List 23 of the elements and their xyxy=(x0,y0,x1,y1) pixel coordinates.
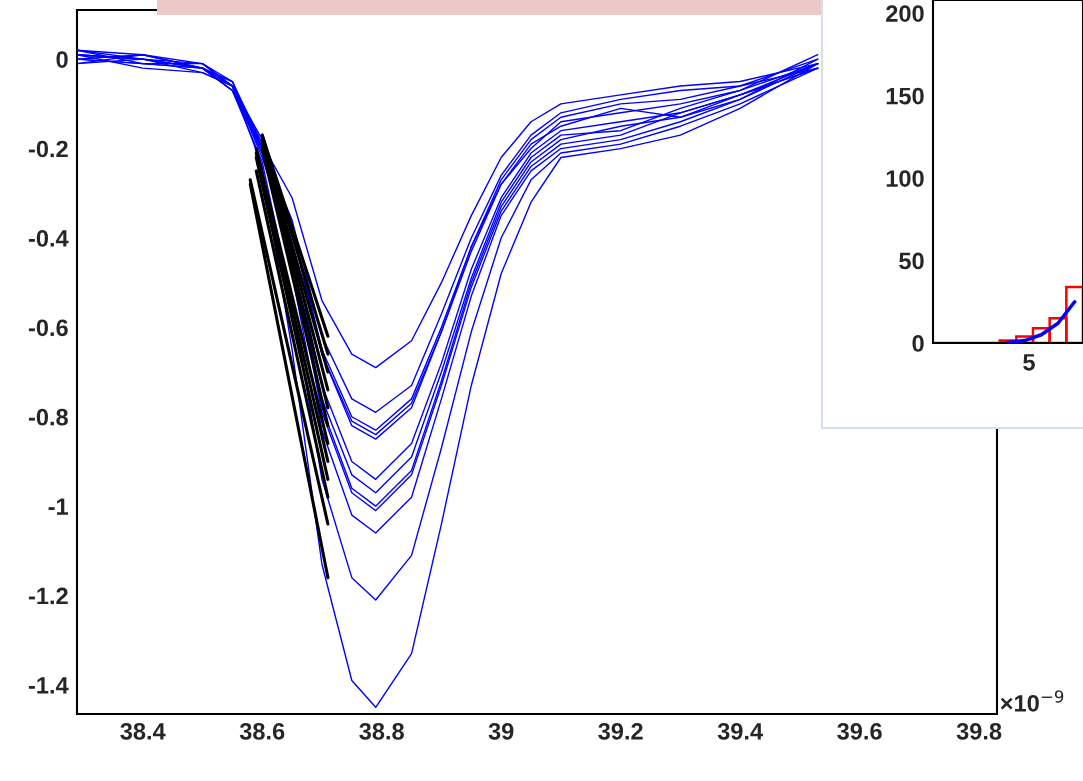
text: ×10$^{−9}$ xyxy=(1000,690,1064,712)
y-tick-label: 100 xyxy=(886,170,924,187)
y-tick-label: 0 xyxy=(56,51,68,68)
x-tick-label: 39.4 xyxy=(717,722,763,740)
x-tick-label: 39.6 xyxy=(837,722,882,740)
y-tick-label: 50 xyxy=(899,252,924,270)
y-tick-label: 0 xyxy=(912,335,924,352)
y-tick-label: -0.8 xyxy=(28,408,68,426)
y-tick-label: -1.2 xyxy=(28,587,68,605)
y-tick-label: 150 xyxy=(886,87,924,105)
x-tick-label: 38.6 xyxy=(239,722,285,740)
y-tick-label: -0.4 xyxy=(28,230,69,247)
y-tick-label: -0.2 xyxy=(28,140,68,158)
x-tick-label: 38.4 xyxy=(120,722,166,740)
y-tick-label: -0.6 xyxy=(28,319,68,337)
text: 5 xyxy=(1023,354,1035,371)
y-tick-label: 200 xyxy=(886,5,924,22)
x-tick-label: 39.2 xyxy=(598,722,643,740)
y-tick-label: -1.4 xyxy=(28,677,69,694)
x-tick-label: 39.8 xyxy=(956,722,1002,740)
x-tick-label: 39 xyxy=(488,722,514,740)
y-tick-label: -1 xyxy=(48,498,69,515)
x-tick-label: 38.8 xyxy=(359,722,404,740)
